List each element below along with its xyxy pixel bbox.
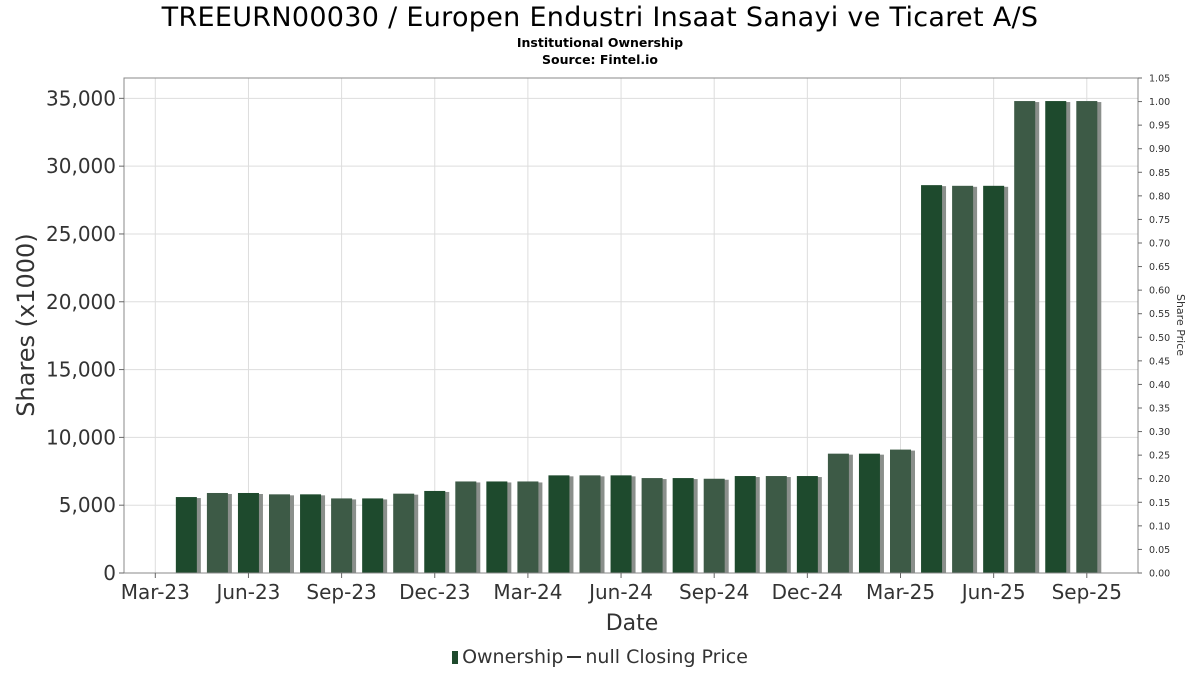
ownership-bar [952,185,974,573]
y-tick-label: 30,000 [46,154,116,178]
ownership-bar [206,492,228,573]
x-tick-label: Dec-24 [772,580,843,604]
legend-price-swatch [567,656,582,658]
ownership-bar [300,494,322,573]
ownership-bar [734,476,756,573]
ownership-bar [890,449,911,573]
chart-subtitle: Institutional Ownership [516,35,684,50]
y-tick-label: 20,000 [46,290,116,314]
legend: Ownership null Closing Price [0,646,1200,668]
ownership-bar [796,476,818,573]
y2-tick-label: 0.75 [1149,215,1170,226]
y2-axis-label: Share Price [1174,294,1187,356]
x-tick-label: Mar-25 [866,580,935,604]
y2-tick-label: 0.80 [1149,191,1170,202]
x-tick-label: Sep-23 [306,580,376,604]
y2-tick-label: 1.00 [1149,97,1170,108]
y-tick-label: 0 [103,561,116,585]
y-tick-label: 5,000 [59,493,116,517]
ownership-bar [175,497,197,573]
chart-title: TREEURN00030 / Europen Endustri Insaat S… [161,2,1039,33]
axis-layer: 0 5,000 10,000 15,000 20,000 25,000 30,000 35,0… [46,74,1170,605]
y-tick-label: 10,000 [46,425,116,449]
y2-tick-label: 1.05 [1149,74,1170,85]
ownership-bar [765,476,787,573]
y2-tick-label: 0.60 [1149,286,1170,297]
ownership-bar [983,185,1005,573]
ownership-bar [827,453,849,573]
y2-tick-label: 0.45 [1149,356,1170,367]
ownership-bar [610,475,632,573]
y-tick-label: 15,000 [46,358,116,382]
ownership-bar [517,481,539,573]
ownership-bar [393,493,415,573]
bar-layer [175,101,1102,573]
ownership-bar [921,185,943,573]
x-tick-label: Mar-23 [121,580,190,604]
y2-tick-label: 0.10 [1149,521,1170,532]
ownership-bar [703,478,725,573]
ownership-bar [858,453,880,573]
ownership-bar [641,478,663,573]
y-tick-label: 25,000 [46,222,116,246]
y2-tick-label: 0.25 [1149,451,1170,462]
y2-tick-label: 0.35 [1149,404,1170,415]
y-axis-label: Shares (x1000) [12,233,40,416]
x-tick-label: Sep-25 [1052,580,1122,604]
y2-tick-label: 0.55 [1149,309,1170,320]
ownership-bar [1014,101,1036,573]
x-axis-label: Date [606,611,659,636]
ownership-bar [362,498,384,573]
y2-tick-label: 0.30 [1149,427,1170,438]
ownership-bar [237,492,259,573]
legend-price-label: null Closing Price [585,646,748,668]
legend-ownership-label: Ownership [462,646,564,668]
y2-tick-label: 0.05 [1149,545,1170,556]
y2-tick-label: 0.85 [1149,168,1170,179]
legend-ownership-swatch [452,651,459,664]
y2-tick-label: 0.15 [1149,498,1170,509]
ownership-bar [486,481,508,573]
y2-tick-label: 0.65 [1149,262,1170,273]
x-tick-label: Mar-24 [493,580,562,604]
ownership-bar [548,475,570,573]
chart-source: Source: Fintel.io [542,52,658,67]
x-tick-label: Dec-23 [399,580,470,604]
y2-tick-label: 0.90 [1149,144,1170,155]
y2-tick-label: 0.95 [1149,121,1170,132]
ownership-bar [1076,101,1098,573]
y-tick-label: 35,000 [46,86,116,110]
y2-tick-label: 0.40 [1149,380,1170,391]
x-tick-label: Jun-25 [960,580,1026,604]
ownership-bar [455,481,477,573]
ownership-chart: 0 5,000 10,000 15,000 20,000 25,000 30,000 35,0… [12,74,1187,637]
ownership-bar [269,494,290,573]
y2-tick-label: 0.50 [1149,333,1170,344]
y2-tick-label: 0.00 [1149,569,1170,580]
ownership-bar [579,475,601,573]
x-tick-label: Sep-24 [679,580,749,604]
ownership-bar [672,478,694,573]
ownership-bar [1045,101,1067,573]
ownership-bar [424,490,446,573]
y2-tick-label: 0.70 [1149,239,1170,250]
ownership-bar [331,498,353,573]
x-tick-label: Jun-23 [214,580,280,604]
y2-tick-label: 0.20 [1149,474,1170,485]
x-tick-label: Jun-24 [587,580,653,604]
plot-frame [123,77,1139,574]
